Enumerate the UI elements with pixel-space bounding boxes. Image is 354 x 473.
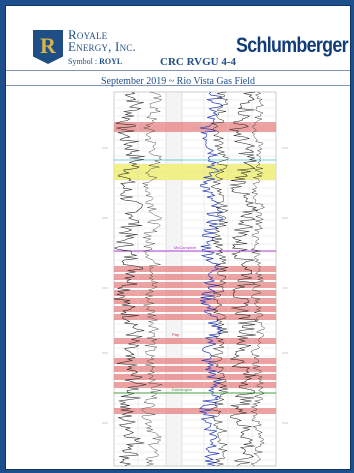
pay-zone-band — [114, 408, 276, 414]
pay-zone-band — [114, 274, 276, 280]
pay-zone-band — [114, 358, 276, 364]
pay-zone-band — [114, 338, 276, 344]
company-name: Royale Energy, Inc. Symbol : ROYL — [68, 27, 158, 68]
log-curve — [198, 91, 224, 466]
subtitle-bar: September 2019 ~ Rio Vista Gas Field — [6, 70, 350, 87]
header: R Royale Energy, Inc. Symbol : ROYL CRC … — [6, 6, 350, 88]
pay-zone-band — [114, 290, 276, 296]
formation-label: Domengine — [172, 387, 193, 392]
pay-zone-band — [114, 122, 276, 132]
pay-zone-band — [114, 282, 276, 288]
royale-logo-icon: R — [33, 30, 63, 64]
slide-frame: R Royale Energy, Inc. Symbol : ROYL CRC … — [5, 5, 351, 470]
well-log-image: McCampbell Pay Domengine — [6, 88, 350, 469]
formation-label: McCampbell — [174, 245, 196, 250]
company-name-line1: Royale — [68, 27, 108, 42]
well-log-plot: McCampbell Pay Domengine — [102, 91, 288, 467]
formation-label: Pay — [172, 332, 179, 337]
log-curve — [141, 91, 163, 466]
pay-zone-band — [114, 266, 276, 272]
ticker-symbol: Symbol : ROYL — [68, 57, 123, 66]
schlumberger-logo: Schlumberger — [236, 34, 349, 57]
pay-zone-band — [114, 366, 276, 372]
log-curve — [210, 91, 229, 466]
log-curve — [250, 91, 266, 466]
pay-zone-band — [114, 314, 276, 320]
pay-zone-band — [114, 306, 276, 312]
pay-zone-band — [114, 298, 276, 304]
log-curve — [113, 91, 147, 466]
well-title: CRC RVGU 4-4 — [160, 56, 236, 68]
company-name-line2: Energy, Inc. — [68, 39, 136, 54]
pay-zone-band — [114, 382, 276, 388]
subtitle: September 2019 ~ Rio Vista Gas Field — [100, 76, 256, 87]
pay-zone-band — [114, 374, 276, 380]
log-curve — [229, 91, 258, 466]
